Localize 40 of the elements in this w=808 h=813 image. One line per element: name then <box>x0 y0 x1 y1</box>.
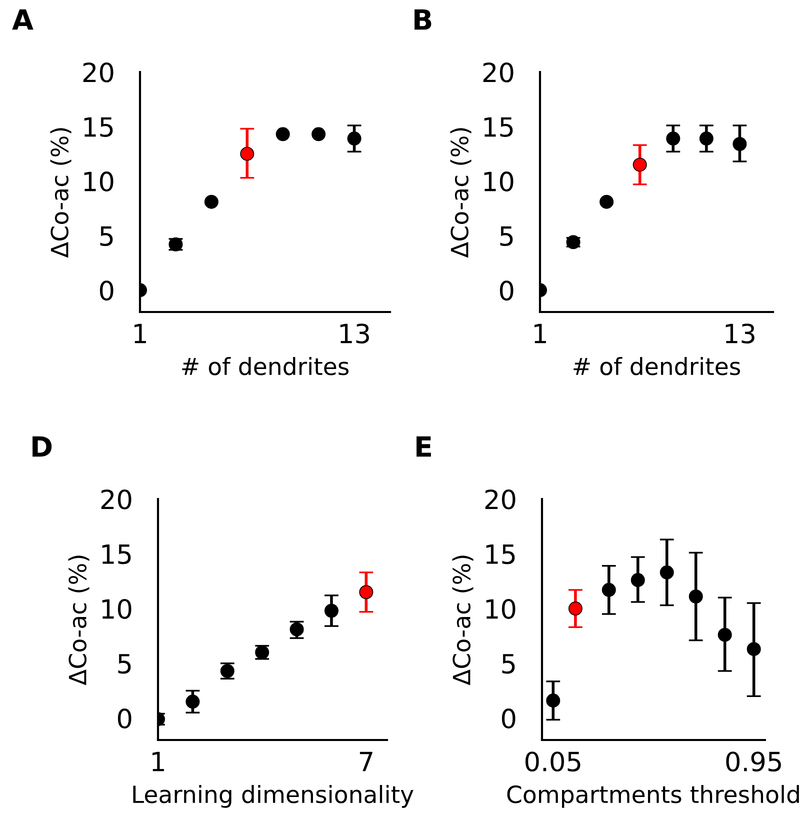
y-tick-label: 15 <box>484 117 513 137</box>
y-tick-label: 20 <box>83 62 114 82</box>
y-axis-title: ΔCo-ac (%) <box>450 128 472 258</box>
x-tick-label: 1 <box>134 324 146 344</box>
x-axis-title: Compartments threshold <box>507 784 799 808</box>
y-tick-label: 20 <box>483 62 514 82</box>
x-tick-label: 0.05 <box>526 752 580 772</box>
y-tick-label: 10 <box>102 598 132 619</box>
chart-title: B <box>414 9 432 30</box>
y-tick-label: 0 <box>502 708 516 728</box>
y-tick-label: 15 <box>486 544 515 564</box>
x-tick-label: 1 <box>534 324 546 344</box>
x-tick-label: 7 <box>360 752 372 772</box>
chart-title: D <box>32 436 52 457</box>
y-tick-label: 15 <box>102 544 131 564</box>
x-axis-title: # of dendrites <box>574 356 740 376</box>
x-axis-title: # of dendrites <box>182 356 349 376</box>
y-tick-label: 10 <box>484 172 514 192</box>
chart-title: E <box>416 436 431 457</box>
y-tick-label: 0 <box>500 280 514 301</box>
chart-title: A <box>12 9 34 30</box>
y-tick-label: 20 <box>101 489 132 510</box>
x-tick-label: 0.95 <box>726 752 781 772</box>
y-axis-title: ΔCo-ac (%) <box>452 556 474 686</box>
x-tick-label: 13 <box>726 324 754 344</box>
y-tick-label: 0 <box>118 708 132 728</box>
y-tick-label: 10 <box>486 598 516 619</box>
x-tick-label: 13 <box>340 324 369 344</box>
y-tick-label: 5 <box>502 654 515 674</box>
y-axis-title: ΔCo-ac (%) <box>68 556 90 686</box>
y-tick-label: 5 <box>118 654 131 674</box>
y-tick-label: 10 <box>84 172 114 192</box>
y-tick-label: 5 <box>500 226 513 246</box>
y-tick-label: 0 <box>100 280 114 301</box>
x-tick-label: 1 <box>152 752 164 772</box>
y-tick-label: 5 <box>100 226 113 246</box>
y-tick-label: 20 <box>485 489 516 510</box>
y-axis-title: ΔCo-ac (%) <box>50 128 72 258</box>
x-axis-title: Learning dimensionality <box>133 784 414 808</box>
y-tick-label: 15 <box>84 117 113 137</box>
